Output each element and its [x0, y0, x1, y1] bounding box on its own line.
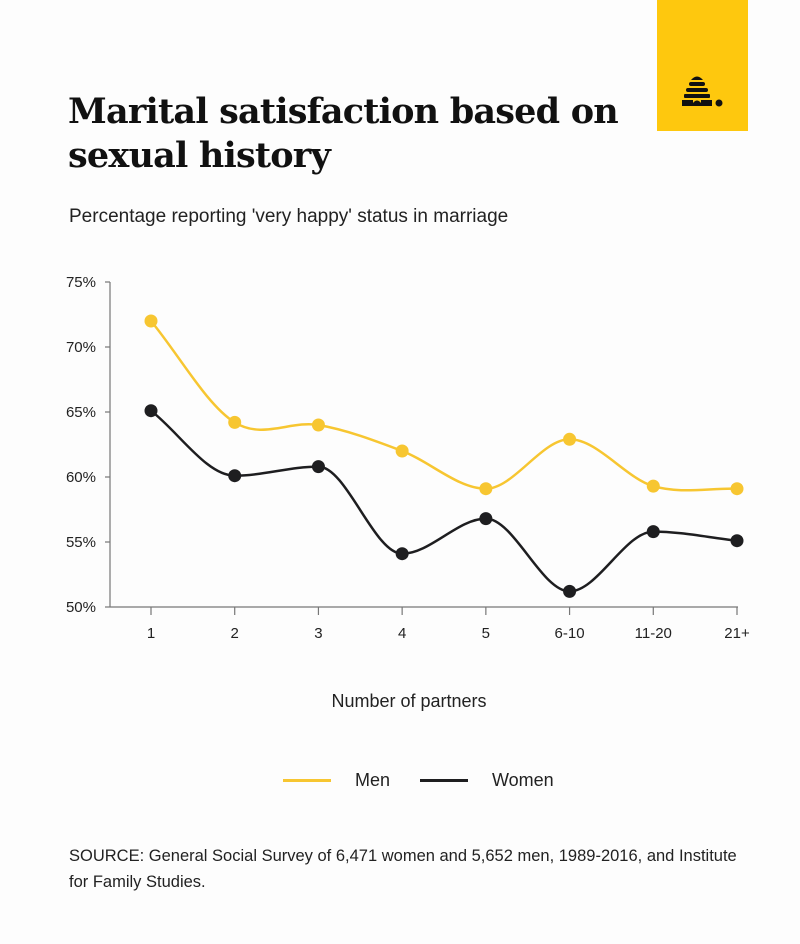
data-point-women-21+ [730, 534, 744, 548]
series-points [144, 314, 744, 598]
y-tick-label: 60% [66, 469, 96, 486]
line-chart: 50% 55% 60% 65% 70% 75% 1 2 3 4 5 6-10 11-20 21+ Num… [66, 274, 750, 711]
chart-title: Marital satisfaction based on sexual his… [68, 91, 619, 176]
x-tick-label: 1 [147, 625, 155, 642]
legend-item-women: Women [420, 770, 554, 791]
y-tick-label: 50% [66, 599, 96, 616]
data-point-women-3 [311, 460, 325, 474]
source-note: SOURCE: General Social Survey of 6,471 w… [69, 847, 737, 891]
series-line-women [150, 409, 738, 593]
data-point-women-6-10 [563, 584, 577, 598]
x-tick-label: 5 [482, 625, 490, 642]
data-point-women-2 [228, 469, 242, 483]
legend-label-women: Women [492, 770, 554, 790]
y-tick-label: 75% [66, 274, 96, 291]
data-point-men-3 [311, 418, 325, 432]
legend-swatch-men [283, 779, 331, 782]
data-point-men-1 [144, 314, 158, 328]
x-tick-label: 21+ [724, 625, 750, 642]
x-axis-label: Number of partners [331, 691, 486, 711]
data-point-men-6-10 [563, 432, 577, 446]
data-point-women-11-20 [646, 525, 660, 539]
logo-badge [657, 0, 748, 131]
data-point-women-5 [479, 512, 493, 526]
y-tick-label: 70% [66, 339, 96, 356]
beehive-icon [682, 76, 723, 107]
y-tick-label: 65% [66, 404, 96, 421]
x-tick-label: 2 [231, 625, 239, 642]
x-tick-label: 4 [398, 625, 406, 642]
series-lines [150, 320, 738, 593]
data-point-women-4 [395, 547, 409, 561]
x-axis-ticks: 1 2 3 4 5 6-10 11-20 21+ [147, 607, 750, 642]
x-tick-label: 3 [314, 625, 322, 642]
axes [109, 282, 738, 608]
legend: Men Women [0, 770, 800, 794]
data-point-men-2 [228, 415, 242, 429]
data-point-men-11-20 [646, 479, 660, 493]
y-tick-label: 55% [66, 534, 96, 551]
data-point-men-5 [479, 482, 493, 496]
data-point-women-1 [144, 404, 158, 418]
series-line-men [150, 320, 738, 492]
chart-subtitle: Percentage reporting 'very happy' status… [69, 206, 509, 227]
legend-label-men: Men [355, 770, 391, 790]
data-point-men-4 [395, 444, 409, 458]
x-tick-label: 6-10 [555, 625, 585, 642]
y-axis-ticks: 50% 55% 60% 65% 70% 75% [66, 274, 110, 616]
data-point-men-21+ [730, 482, 744, 496]
x-tick-label: 11-20 [635, 625, 672, 642]
legend-swatch-women [420, 779, 468, 782]
legend-item-men: Men [283, 770, 390, 791]
